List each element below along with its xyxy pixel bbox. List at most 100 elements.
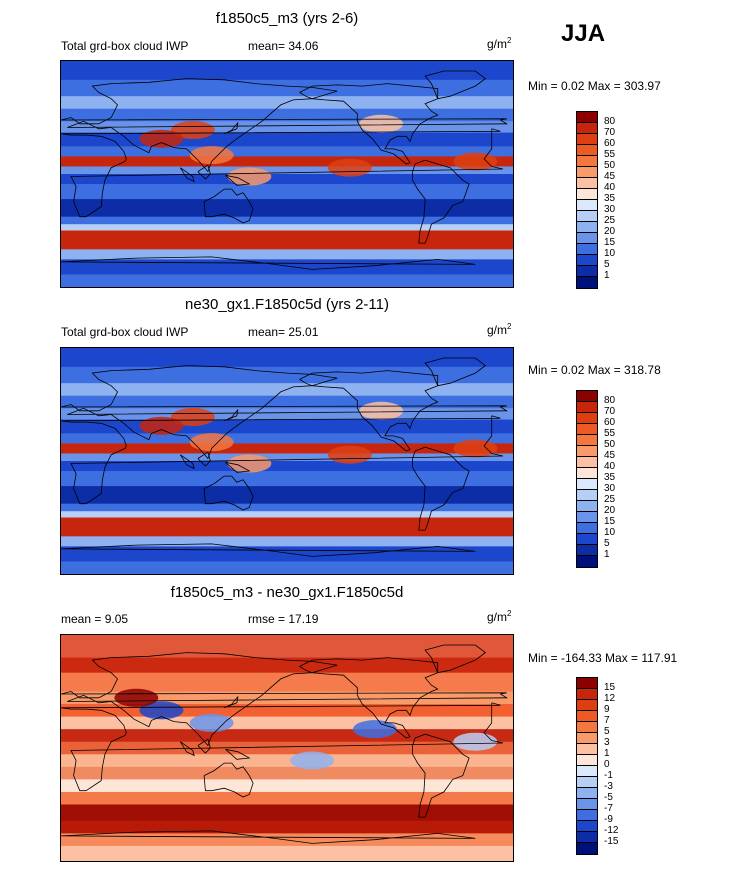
colorbar-swatch	[577, 435, 597, 446]
field-blob	[290, 751, 335, 770]
field-band	[61, 517, 513, 538]
coastline	[412, 159, 470, 244]
coastline	[224, 696, 239, 709]
panel-3-minmax: Min = -164.33 Max = 117.91	[528, 651, 678, 665]
field-blob	[453, 732, 498, 751]
field-band	[61, 184, 513, 201]
panel-1-variable-label: Total grd-box cloud IWP	[61, 39, 189, 53]
field-blob	[453, 439, 498, 458]
field-band	[61, 691, 513, 706]
coastline	[225, 174, 251, 186]
coastline	[197, 164, 211, 180]
colorbar-swatch	[577, 689, 597, 700]
colorbar-tick-label: 55	[604, 149, 616, 160]
colorbar-swatch	[577, 744, 597, 755]
panel-2-variable-label: Total grd-box cloud IWP	[61, 325, 189, 339]
field-band	[61, 156, 513, 168]
field-blob	[139, 416, 184, 435]
colorbar-tick-label: -5	[604, 792, 613, 803]
field-band	[61, 108, 513, 123]
colorbar-tick-label: 45	[604, 171, 616, 182]
panel-2-colorbar	[576, 390, 598, 568]
colorbar-tick-label: 60	[604, 138, 616, 149]
colorbar-swatch	[577, 711, 597, 722]
colorbar-tick-label: -9	[604, 814, 613, 825]
field-band	[61, 348, 513, 368]
field-blob	[359, 401, 404, 420]
field-band	[61, 511, 513, 519]
coastline	[179, 454, 195, 470]
colorbar-tick-label: 80	[604, 395, 616, 406]
field-blob	[139, 701, 184, 720]
field-band	[61, 503, 513, 513]
colorbar-swatch	[577, 200, 597, 211]
field-band	[61, 754, 513, 768]
colorbar-swatch	[577, 457, 597, 468]
colorbar-tick-label: 30	[604, 204, 616, 215]
colorbar-tick-label: 10	[604, 527, 616, 538]
colorbar-tick-label: 1	[604, 549, 610, 560]
colorbar-tick-label: 1	[604, 270, 610, 281]
colorbar-tick-label: 10	[604, 248, 616, 259]
field-band	[61, 779, 513, 793]
coastline	[61, 830, 476, 844]
colorbar-tick-label: 20	[604, 226, 616, 237]
colorbar-tick-label: 15	[604, 516, 616, 527]
colorbar-swatch	[577, 112, 597, 123]
field-band	[61, 453, 513, 462]
colorbar-swatch	[577, 156, 597, 167]
colorbar-swatch	[577, 523, 597, 534]
field-blob	[139, 129, 184, 148]
field-band	[61, 820, 513, 835]
coastline	[224, 409, 239, 422]
field-blob	[359, 114, 404, 133]
colorbar-swatch	[577, 700, 597, 711]
colorbar-tick-label: 60	[604, 417, 616, 428]
colorbar-tick-label: 50	[604, 160, 616, 171]
coastline	[225, 748, 251, 760]
field-band	[61, 224, 513, 232]
field-blob	[189, 713, 234, 732]
panel-2-map	[60, 347, 514, 575]
field-band	[61, 419, 513, 435]
panel-3-units: g/m2	[487, 609, 512, 624]
field-band	[61, 383, 513, 397]
colorbar-tick-label: -7	[604, 803, 613, 814]
colorbar-swatch	[577, 255, 597, 266]
panel-1-colorbar	[576, 111, 598, 289]
season-label: JJA	[561, 20, 606, 47]
field-band	[61, 716, 513, 731]
colorbar-swatch	[577, 266, 597, 277]
colorbar-swatch	[577, 123, 597, 134]
field-band	[61, 366, 513, 385]
colorbar-swatch	[577, 810, 597, 821]
colorbar-tick-label: 0	[604, 759, 610, 770]
colorbar-tick-label: 45	[604, 450, 616, 461]
colorbar-swatch	[577, 766, 597, 777]
colorbar-tick-label: 20	[604, 505, 616, 516]
coastline	[61, 543, 476, 557]
colorbar-swatch	[577, 545, 597, 556]
colorbar-swatch	[577, 211, 597, 222]
coastline	[197, 738, 211, 754]
field-band	[61, 96, 513, 110]
colorbar-tick-label: 35	[604, 472, 616, 483]
coastline	[61, 128, 504, 218]
field-band	[61, 61, 513, 81]
coastline	[424, 357, 487, 387]
panel-1-title: f1850c5_m3 (yrs 2-6)	[215, 10, 359, 27]
colorbar-swatch	[577, 534, 597, 545]
field-band	[61, 729, 513, 743]
coastline	[412, 446, 470, 531]
colorbar-tick-label: 35	[604, 193, 616, 204]
field-band	[61, 146, 513, 158]
field-blob	[327, 158, 372, 177]
colorbar-swatch	[577, 468, 597, 479]
colorbar-tick-label: 7	[604, 715, 610, 726]
colorbar-swatch	[577, 799, 597, 810]
colorbar-tick-label: 40	[604, 461, 616, 472]
colorbar-tick-label: 5	[604, 726, 610, 737]
coastline	[61, 365, 509, 460]
panel-3-map	[60, 634, 514, 862]
colorbar-swatch	[577, 178, 597, 189]
